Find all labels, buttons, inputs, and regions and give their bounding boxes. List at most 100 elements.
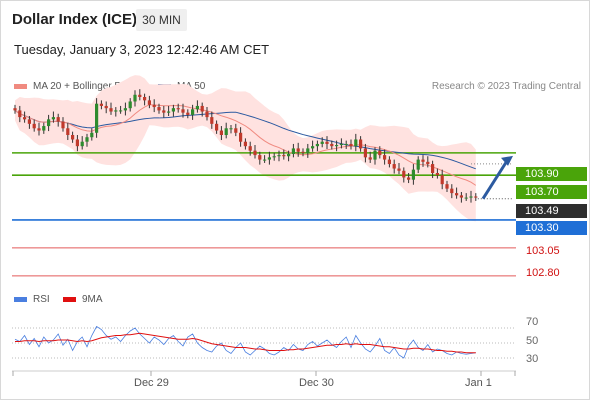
candle-body [243, 141, 247, 147]
candle-body [114, 110, 118, 112]
timeframe-badge[interactable]: 30 MIN [136, 9, 187, 31]
candle-body [373, 150, 377, 160]
candle-body [205, 111, 209, 118]
candle-body [387, 159, 391, 165]
candle-body [349, 143, 353, 147]
candle-body [474, 196, 478, 198]
candle-body [13, 108, 17, 111]
candle-body [325, 141, 329, 144]
rsi-swatch [14, 297, 27, 302]
legend-rsi: RSI [14, 294, 50, 305]
candle-body [18, 110, 22, 118]
candle-body [147, 100, 151, 105]
candle-body [445, 184, 449, 189]
legend-9ma: 9MA [63, 294, 103, 305]
x-label-dec30: Dec 30 [299, 377, 334, 389]
candle-body [71, 135, 75, 140]
candle-body [51, 117, 55, 120]
last-price-tag: 103.49 [516, 204, 587, 218]
candle-body [229, 128, 233, 130]
candle-body [181, 109, 185, 113]
candle-body [402, 170, 406, 178]
support-1-label: 103.05 [526, 245, 560, 257]
pivot-tag: 103.30 [516, 221, 587, 235]
rsi-tick-50: 50 [526, 335, 539, 347]
candle-body [143, 97, 147, 101]
candle-body [167, 111, 171, 113]
candle-body [291, 148, 295, 154]
candle-body [469, 196, 473, 198]
candle-body [426, 161, 430, 165]
candle-body [354, 139, 358, 147]
candle-body [296, 148, 300, 152]
x-label-dec29: Dec 29 [134, 377, 169, 389]
candle-body [397, 168, 401, 171]
rsi-line [14, 325, 476, 359]
candle-body [219, 130, 223, 135]
candle-body [339, 143, 343, 146]
candle-body [138, 94, 142, 97]
candle-body [37, 128, 41, 131]
candle-body [152, 104, 156, 108]
candle-body [210, 117, 214, 124]
candle-body [435, 173, 439, 176]
candle-body [119, 110, 123, 112]
instrument-title: Dollar Index (ICE) [12, 11, 138, 28]
timestamp: Tuesday, January 3, 2023 12:42:46 AM CET [14, 42, 270, 57]
candle-body [90, 132, 94, 138]
candle-body [32, 123, 36, 129]
candle-body [421, 159, 425, 162]
ma50-line [14, 110, 476, 170]
candle-body [411, 169, 415, 180]
rsi-tick-30: 30 [526, 353, 539, 365]
copyright-text: Research © 2023 Trading Central [431, 81, 581, 92]
candle-body [407, 177, 411, 180]
candle-body [359, 139, 363, 149]
candle-body [440, 175, 444, 185]
candle-body [431, 164, 435, 173]
candle-body [368, 157, 372, 160]
candle-body [56, 117, 60, 122]
candle-body [263, 159, 267, 161]
candle-body [47, 119, 51, 127]
candle-body [330, 143, 334, 147]
candle-body [215, 123, 219, 131]
legend-ma20-label: MA 20 + Bollinger Bands [33, 81, 143, 92]
candle-body [99, 103, 103, 106]
x-label-jan1: Jan 1 [465, 377, 492, 389]
candle-body [80, 141, 84, 147]
candle-body [27, 119, 31, 124]
ma20-swatch [14, 84, 27, 89]
candle-body [66, 128, 70, 135]
candle-body [85, 137, 89, 142]
candle-body [455, 193, 459, 196]
candle-body [311, 146, 315, 149]
resistance-2-tag: 103.90 [516, 167, 587, 181]
candle-body [176, 108, 180, 110]
candle-body [186, 112, 190, 115]
candle-body [75, 139, 79, 147]
candle-body [191, 109, 195, 115]
rsi-ma-line [15, 332, 476, 354]
candle-body [23, 117, 27, 120]
legend-rsi-label: RSI [33, 294, 50, 305]
candle-body [272, 156, 276, 158]
projection-arrow-head [501, 155, 513, 166]
candle-body [133, 94, 137, 102]
candle-body [267, 157, 271, 160]
candle-body [42, 126, 46, 131]
candle-body [195, 105, 199, 110]
candle-body [450, 188, 454, 194]
candle-body [171, 108, 175, 112]
candle-body [416, 159, 420, 170]
projection-arrow-shaft [481, 160, 509, 200]
candle-body [239, 132, 243, 142]
candle-body [253, 150, 257, 156]
candle-body [378, 150, 382, 156]
ma9-swatch [63, 297, 76, 302]
legend-ma50-label: MA 50 [177, 81, 206, 92]
candle-body [248, 146, 252, 151]
candle-body [162, 110, 166, 113]
